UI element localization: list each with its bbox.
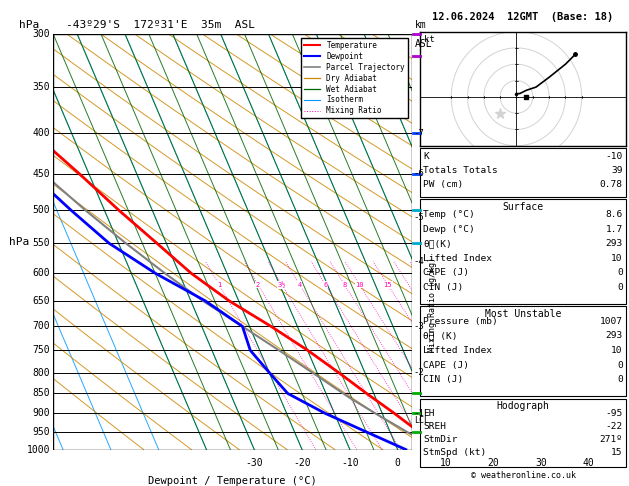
Text: 350: 350 <box>33 82 50 92</box>
Text: StmSpd (kt): StmSpd (kt) <box>423 448 487 457</box>
Text: ASL: ASL <box>415 39 433 49</box>
Text: 271º: 271º <box>599 435 623 444</box>
Text: 10: 10 <box>611 346 623 355</box>
Text: hPa: hPa <box>9 237 29 247</box>
Text: -30: -30 <box>245 458 263 469</box>
Text: -43º29'S  172º31'E  35m  ASL: -43º29'S 172º31'E 35m ASL <box>66 20 255 30</box>
Text: Dewp (°C): Dewp (°C) <box>423 225 475 234</box>
Text: 0: 0 <box>617 375 623 384</box>
Text: StmDir: StmDir <box>423 435 458 444</box>
Text: -3: -3 <box>414 322 425 331</box>
Text: 650: 650 <box>33 296 50 306</box>
Text: CAPE (J): CAPE (J) <box>423 361 469 370</box>
Text: © weatheronline.co.uk: © weatheronline.co.uk <box>470 471 576 480</box>
Text: Lifted Index: Lifted Index <box>423 254 493 263</box>
Text: -6: -6 <box>414 170 425 178</box>
Text: θᴇ (K): θᴇ (K) <box>423 331 458 341</box>
Text: LCL: LCL <box>414 417 429 425</box>
Text: 1.7: 1.7 <box>606 225 623 234</box>
Text: 6: 6 <box>323 281 328 288</box>
Text: Hodograph: Hodograph <box>496 401 550 412</box>
Text: 750: 750 <box>33 345 50 355</box>
Text: K: K <box>423 152 429 161</box>
Text: 900: 900 <box>33 408 50 418</box>
Text: -22: -22 <box>606 422 623 431</box>
Text: 600: 600 <box>33 268 50 278</box>
Text: 400: 400 <box>33 128 50 139</box>
Text: Surface: Surface <box>503 202 543 212</box>
Text: -7: -7 <box>414 129 425 138</box>
Text: 550: 550 <box>33 238 50 248</box>
Text: EH: EH <box>423 409 435 418</box>
Text: 30: 30 <box>535 458 547 469</box>
Text: 800: 800 <box>33 367 50 378</box>
Text: Dewpoint / Temperature (°C): Dewpoint / Temperature (°C) <box>148 476 317 486</box>
Text: 850: 850 <box>33 388 50 399</box>
Legend: Temperature, Dewpoint, Parcel Trajectory, Dry Adiabat, Wet Adiabat, Isotherm, Mi: Temperature, Dewpoint, Parcel Trajectory… <box>301 38 408 119</box>
Text: PW (cm): PW (cm) <box>423 180 464 189</box>
Text: 700: 700 <box>33 321 50 331</box>
Text: 293: 293 <box>606 239 623 248</box>
Text: 40: 40 <box>583 458 595 469</box>
Text: 3½: 3½ <box>277 281 286 288</box>
Text: hPa: hPa <box>19 20 39 30</box>
Text: 39: 39 <box>611 166 623 175</box>
Text: 1007: 1007 <box>599 317 623 326</box>
Text: 2: 2 <box>256 281 260 288</box>
Text: 1000: 1000 <box>27 445 50 454</box>
Text: Lifted Index: Lifted Index <box>423 346 493 355</box>
Text: CAPE (J): CAPE (J) <box>423 268 469 278</box>
Text: 8: 8 <box>342 281 347 288</box>
Text: 15: 15 <box>611 448 623 457</box>
Text: 950: 950 <box>33 427 50 437</box>
Text: 0: 0 <box>395 458 401 469</box>
Text: 10: 10 <box>611 254 623 263</box>
Text: 500: 500 <box>33 205 50 215</box>
Text: 0.78: 0.78 <box>599 180 623 189</box>
Text: -10: -10 <box>341 458 359 469</box>
Text: 10: 10 <box>355 281 364 288</box>
Text: kt: kt <box>425 35 435 44</box>
Text: 0: 0 <box>617 361 623 370</box>
Text: -20: -20 <box>293 458 311 469</box>
Text: θᴇ(K): θᴇ(K) <box>423 239 452 248</box>
Text: 12.06.2024  12GMT  (Base: 18): 12.06.2024 12GMT (Base: 18) <box>432 12 614 22</box>
Text: CIN (J): CIN (J) <box>423 375 464 384</box>
Text: Pressure (mb): Pressure (mb) <box>423 317 498 326</box>
Text: 450: 450 <box>33 169 50 179</box>
Text: -95: -95 <box>606 409 623 418</box>
Text: 10: 10 <box>440 458 452 469</box>
Text: 20: 20 <box>487 458 499 469</box>
Text: SREH: SREH <box>423 422 447 431</box>
Text: -4: -4 <box>414 257 425 266</box>
Text: 4: 4 <box>298 281 302 288</box>
Text: km: km <box>415 20 427 30</box>
Text: 300: 300 <box>33 29 50 39</box>
Text: -2: -2 <box>414 368 425 377</box>
Text: CIN (J): CIN (J) <box>423 283 464 292</box>
Text: 8.6: 8.6 <box>606 210 623 219</box>
Text: Totals Totals: Totals Totals <box>423 166 498 175</box>
Text: -10: -10 <box>606 152 623 161</box>
Text: 0: 0 <box>617 283 623 292</box>
Text: 293: 293 <box>606 331 623 341</box>
Text: 0: 0 <box>617 268 623 278</box>
Text: Mixing Ratio (g/kg): Mixing Ratio (g/kg) <box>428 257 437 351</box>
Text: 15: 15 <box>384 281 392 288</box>
Text: -1: -1 <box>414 409 425 417</box>
Text: Most Unstable: Most Unstable <box>485 309 561 319</box>
Text: 1: 1 <box>217 281 221 288</box>
Text: Temp (°C): Temp (°C) <box>423 210 475 219</box>
Text: -5: -5 <box>414 213 425 222</box>
